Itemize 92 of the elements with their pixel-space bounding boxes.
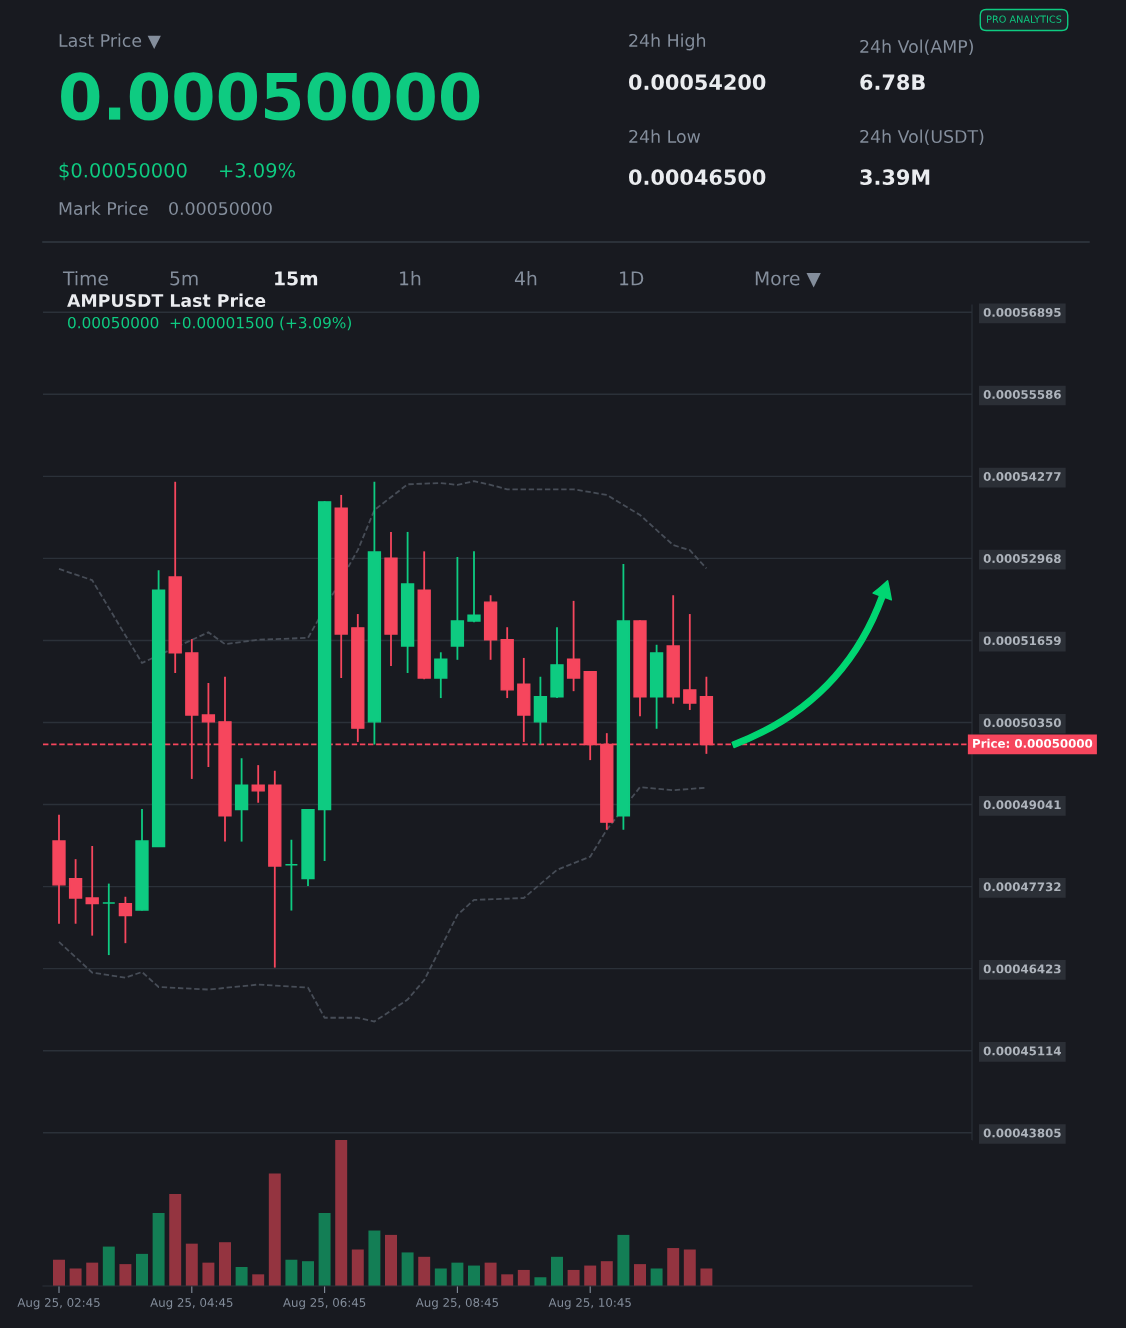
bar <box>517 1269 530 1286</box>
bar <box>401 1252 414 1286</box>
candlestick <box>467 550 481 624</box>
bar <box>102 1246 115 1286</box>
bar <box>584 1265 597 1286</box>
text: Time <box>62 270 108 286</box>
text: PRO ANALYTICS <box>987 15 1062 23</box>
bar <box>368 1230 381 1286</box>
text: Last Price ▼ <box>59 33 161 49</box>
bar <box>268 1173 281 1286</box>
text: 0.00054200 <box>629 74 766 91</box>
x-tick-label: Aug 25, 04:45 <box>150 1298 233 1310</box>
text: 5m <box>170 271 198 286</box>
text: 6.78B <box>860 74 925 91</box>
y-tick-label: 0.00046423 <box>983 964 1061 974</box>
bar <box>86 1262 99 1286</box>
bar <box>351 1249 364 1286</box>
text: 0.00050000 +0.00001500 (+3.09%) <box>68 316 351 331</box>
y-tick-label: 0.00052968 <box>983 554 1061 564</box>
bar <box>169 1194 182 1286</box>
bar <box>534 1277 547 1286</box>
text: 15m <box>275 271 318 286</box>
bar <box>484 1262 497 1286</box>
bar <box>235 1267 248 1286</box>
bar <box>551 1256 563 1286</box>
x-tick-label: Aug 25, 06:45 <box>283 1298 366 1310</box>
text: 1D <box>620 271 644 286</box>
y-tick-label: 0.00054277 <box>983 472 1061 481</box>
ref-line-label: Price: 0.00050000 <box>973 738 1093 748</box>
bar <box>136 1253 148 1286</box>
bar <box>202 1262 215 1286</box>
text: 1h <box>400 270 421 286</box>
text: 0.00050000 <box>169 201 272 216</box>
y-tick-label: 0.00055586 <box>983 389 1061 399</box>
bar <box>252 1274 265 1286</box>
text: 0.00050000 <box>61 72 480 121</box>
text: 24h Low <box>629 129 701 144</box>
bar <box>700 1268 713 1286</box>
bar <box>667 1248 680 1286</box>
bar <box>567 1269 580 1286</box>
bar <box>285 1259 298 1286</box>
text: $0.00050000 <box>59 162 187 181</box>
x-tick-label: Aug 25, 08:45 <box>415 1298 499 1310</box>
bar <box>219 1242 231 1286</box>
bar <box>501 1274 514 1286</box>
text: Mark Price <box>59 201 148 216</box>
bar <box>335 1140 348 1286</box>
x-tick-label: Aug 25, 02:45 <box>17 1298 100 1310</box>
candlestick <box>683 613 697 711</box>
y-tick-label: 0.00056895 <box>983 307 1061 317</box>
text: 24h High <box>629 33 706 51</box>
bar <box>617 1234 630 1286</box>
x-tick-label: Aug 25, 10:45 <box>548 1298 631 1310</box>
bar <box>119 1264 132 1286</box>
bar <box>69 1268 82 1286</box>
bar <box>468 1265 480 1286</box>
candlestick <box>434 651 448 699</box>
bar <box>318 1213 331 1286</box>
candlestick <box>284 838 299 912</box>
bar <box>451 1262 464 1286</box>
y-tick-label: 0.00049041 <box>983 800 1061 810</box>
bar <box>683 1249 696 1286</box>
y-tick-label: 0.00050350 <box>983 718 1061 728</box>
text: +3.09% <box>220 162 295 178</box>
text: 0.00046500 <box>629 169 766 186</box>
candlestick <box>85 845 99 937</box>
y-tick-label: 0.00043805 <box>983 1128 1061 1138</box>
chart-title: AMPUSDT Last Price <box>67 293 266 308</box>
text: More ▼ <box>755 271 821 288</box>
text: 3.39M <box>860 169 930 186</box>
bar <box>302 1261 314 1286</box>
text: 24h Vol(USDT) <box>860 129 984 146</box>
bar <box>185 1243 198 1286</box>
y-tick-label: 0.00045114 <box>983 1046 1061 1056</box>
bar <box>650 1268 663 1286</box>
bar <box>600 1261 613 1286</box>
candlestick <box>102 882 116 956</box>
candlestick <box>251 764 265 804</box>
y-tick-label: 0.00051659 <box>983 636 1061 646</box>
candlestick <box>118 895 133 945</box>
candlestick <box>68 858 83 925</box>
bar <box>434 1268 447 1286</box>
text: 4h <box>514 270 537 286</box>
bar <box>418 1256 431 1286</box>
bar <box>152 1213 165 1286</box>
candlestick <box>566 599 581 693</box>
text: 24h Vol(AMP) <box>860 39 973 56</box>
y-tick-label: 0.00047732 <box>983 882 1061 892</box>
bar <box>53 1259 65 1286</box>
line-series <box>58 480 708 664</box>
bar <box>634 1264 646 1286</box>
bar <box>385 1234 397 1286</box>
